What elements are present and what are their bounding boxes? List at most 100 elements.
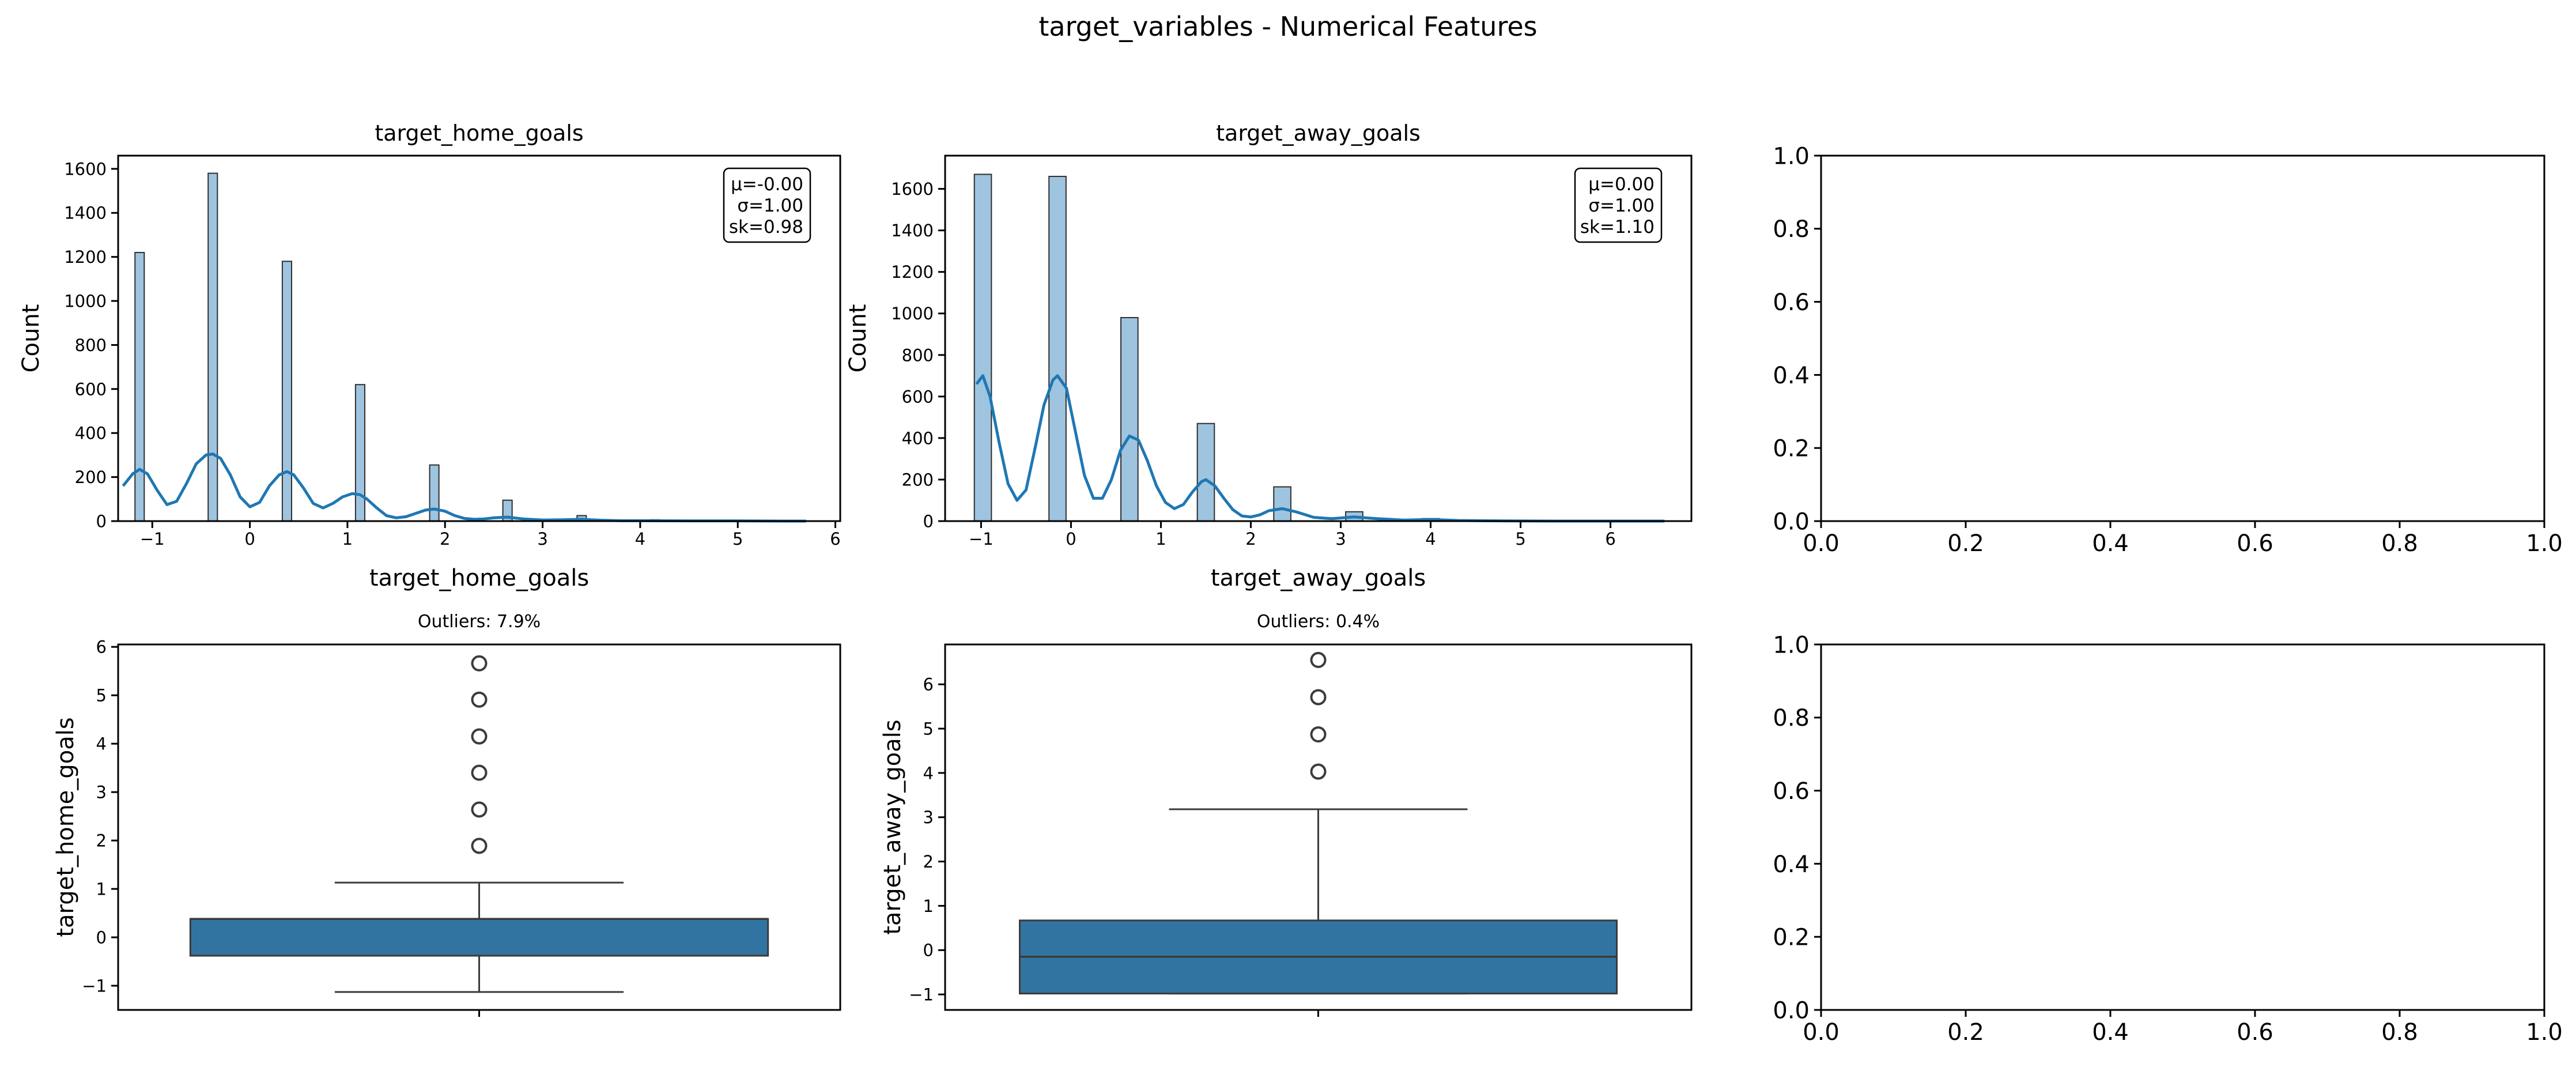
outlier-point <box>1310 651 1327 668</box>
y-tick-label: 1 <box>96 880 107 899</box>
y-tick-label: 0.0 <box>1773 997 1810 1024</box>
outlier-point <box>471 691 488 708</box>
x-tick-label: 0.8 <box>2381 1019 2418 1046</box>
histogram-bar <box>1196 423 1215 522</box>
stats-annotation-line: sk=0.98 <box>729 217 803 237</box>
y-tick-label: 2 <box>923 852 934 872</box>
histogram-subplot: −1 0 1 2 3 4 5 6 0 200 400 600 800 1000 1200 1400 1600 ta… <box>18 120 841 591</box>
y-axis-label: Count <box>845 304 871 373</box>
x-axis-label: target_away_goals <box>1211 565 1426 591</box>
y-tick-label: 600 <box>902 387 934 406</box>
axes-frame <box>1820 643 2545 1011</box>
histogram-subplot: −1 0 1 2 3 4 5 6 0 200 400 600 800 1000 1200 1400 1600 ta… <box>845 120 1693 591</box>
y-tick-label: 1200 <box>891 262 934 282</box>
y-tick-label: 0.8 <box>1773 216 1810 243</box>
y-tick-label: 1400 <box>64 203 107 223</box>
histogram-bar <box>1273 486 1291 522</box>
subplot-title: Outliers: 0.4% <box>1257 612 1380 632</box>
outlier-point <box>471 838 488 854</box>
x-tick-label: 1 <box>342 529 353 549</box>
subplots: −1 0 1 2 3 4 5 602004006008001000120014001600ta… <box>18 120 2563 1046</box>
y-tick-label: 0.4 <box>1773 851 1810 878</box>
stats-annotation-line: μ=-0.00 <box>731 174 803 195</box>
x-tick-label: −1 <box>140 529 165 549</box>
y-tick-label: 400 <box>902 428 934 448</box>
x-tick-label: 1.0 <box>2526 1019 2563 1046</box>
x-tick-label: 4 <box>635 529 645 549</box>
y-tick-label: 3 <box>96 783 107 802</box>
x-tick-label: 2 <box>440 529 450 549</box>
y-tick-label: 800 <box>75 335 107 355</box>
y-tick-label: 5 <box>923 719 934 738</box>
x-axis-label: target_home_goals <box>369 565 589 591</box>
axes-frame <box>1820 154 2545 522</box>
x-tick-label: 4 <box>1425 529 1436 549</box>
histogram-bar <box>1048 176 1067 522</box>
x-tick-label: 0.0 <box>1803 1019 1840 1046</box>
x-tick-label: 0.2 <box>1947 530 1984 557</box>
y-tick-label: 0 <box>923 941 934 960</box>
stats-annotation-line: sk=1.10 <box>1580 217 1655 237</box>
x-tick-label: 0 <box>1066 529 1076 549</box>
histogram-bar <box>281 261 292 522</box>
axes-frame <box>117 154 841 522</box>
histogram-bar <box>354 384 365 522</box>
x-tick-label: 6 <box>830 529 840 549</box>
histogram-bar <box>973 174 992 522</box>
x-tick-label: 3 <box>537 529 547 549</box>
y-tick-label: 1400 <box>891 221 934 240</box>
y-tick-label: 0.0 <box>1773 508 1810 535</box>
x-tick-label: 1 <box>1155 529 1166 549</box>
y-tick-label: 200 <box>75 467 107 487</box>
outlier-point <box>1310 689 1327 706</box>
stats-annotation-line: σ=1.00 <box>1588 195 1655 216</box>
boxplot-subplot: −1 0 1 2 3 4 5 6 Outliers: 7.9% target_home_goals <box>52 612 841 1017</box>
box-iqr <box>189 918 769 957</box>
stats-annotation-line: μ=0.00 <box>1588 174 1655 195</box>
figure-title: target_variables - Numerical Features <box>1038 11 1537 42</box>
y-axis-label: Count <box>18 304 44 373</box>
x-tick-label: 0.6 <box>2237 530 2273 557</box>
outlier-point <box>1310 763 1327 780</box>
y-tick-label: 1 <box>923 896 934 916</box>
y-tick-label: 1000 <box>64 292 107 311</box>
y-tick-label: 1000 <box>891 304 934 323</box>
y-tick-label: 400 <box>75 424 107 443</box>
empty-subplot: 0.0 0.2 0.4 0.6 0.8 1.0 0.0 0.2 0.4 0.6 0.8 1.0 <box>1773 632 2562 1046</box>
x-tick-label: 0.8 <box>2381 530 2418 557</box>
y-tick-label: 0 <box>96 928 107 947</box>
x-tick-label: 0.4 <box>2092 530 2129 557</box>
y-axis-label: target_away_goals <box>879 719 906 934</box>
histogram-bar <box>134 252 145 522</box>
y-tick-label: 0.8 <box>1773 705 1810 732</box>
y-tick-label: 5 <box>96 686 107 706</box>
y-tick-label: 4 <box>923 763 934 783</box>
x-tick-label: 0 <box>244 529 255 549</box>
x-tick-label: 2 <box>1245 529 1256 549</box>
y-tick-label: 0.2 <box>1773 925 1810 951</box>
subplot-title: target_away_goals <box>1216 120 1421 146</box>
y-tick-label: 6 <box>923 675 934 695</box>
y-axis-label: target_home_goals <box>52 717 79 937</box>
kde-line <box>975 374 1665 523</box>
kde-line <box>122 453 806 523</box>
outlier-point <box>471 801 488 818</box>
y-tick-label: 0 <box>923 511 934 531</box>
y-tick-label: −1 <box>82 976 107 996</box>
y-tick-label: 800 <box>902 345 934 365</box>
boxplot-subplot: −1 0 1 2 3 4 5 6 Outliers: 0.4% target_away_goals <box>879 612 1693 1017</box>
stats-annotation-line: σ=1.00 <box>737 195 803 216</box>
axes-frame <box>944 154 1693 522</box>
y-tick-label: 0 <box>96 511 107 531</box>
y-tick-label: 0.6 <box>1773 778 1810 805</box>
y-tick-label: 0.4 <box>1773 363 1810 389</box>
histogram-bar <box>1120 316 1139 522</box>
x-tick-label: 6 <box>1605 529 1615 549</box>
x-tick-label: 0.6 <box>2237 1019 2273 1046</box>
y-tick-label: 1600 <box>891 179 934 199</box>
subplot-title: Outliers: 7.9% <box>418 612 541 632</box>
subplot-title: target_home_goals <box>375 120 583 146</box>
y-tick-label: 0.2 <box>1773 436 1810 462</box>
y-tick-label: 4 <box>96 734 107 754</box>
